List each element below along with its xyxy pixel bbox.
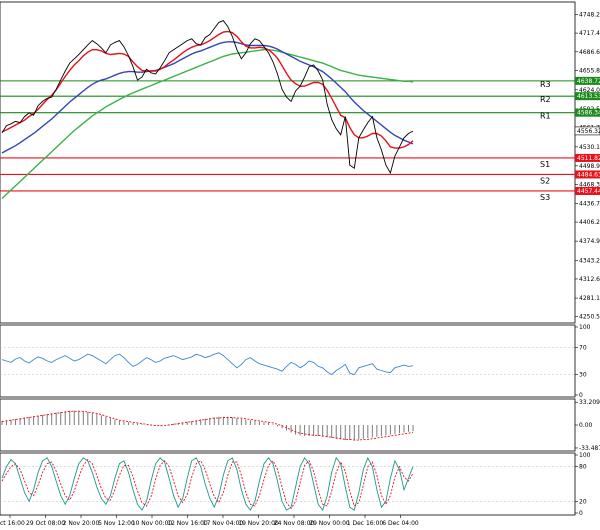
price-y-tick-label: 4436.70: [579, 201, 600, 208]
ma-green-line: [1, 49, 414, 200]
price-y-tick-label: 4374.90: [579, 238, 600, 245]
level-value-s1: 4511.82: [577, 155, 600, 162]
osc1-y-tick-label: 0: [579, 392, 583, 399]
chart-marks: 4748.204717.404686.604655.804624.004592.…: [0, 11, 600, 527]
osc2-signal-line: [1, 458, 414, 510]
x-tick-label: 12 Nov 16:00: [167, 520, 208, 527]
osc1-y-tick-label: 30: [579, 372, 587, 379]
x-tick-label: 10 Nov 00:00: [132, 520, 173, 527]
level-name-s2: S2: [540, 176, 550, 185]
osc2-panel-frame: [0, 452, 576, 516]
ma-blue-line: [1, 41, 414, 154]
x-tick-label: 1 Dec 16:00: [347, 520, 384, 527]
price-panel-frame: [0, 1, 576, 324]
price-y-tick-label: 4655.80: [579, 68, 600, 75]
level-tag-s3: [575, 186, 600, 195]
level-value-r2: 4613.53: [577, 93, 600, 100]
hist-panel-frame: [0, 398, 576, 452]
osc2-y-tick-label: 80: [579, 464, 587, 471]
x-tick-label: 29 Oct 08:00: [26, 520, 65, 527]
current-price-tag: [574, 126, 600, 136]
x-tick-label: 17 Nov 04:00: [203, 520, 244, 527]
price-y-tick-label: 4498.90: [579, 163, 600, 170]
level-name-r3: R3: [540, 80, 551, 89]
price-y-tick-label: 4530.10: [579, 144, 600, 151]
osc2-main-line: [1, 456, 414, 512]
price-line: [1, 20, 414, 175]
current-price-value: 4556.32: [577, 128, 600, 135]
level-tag-r3: [575, 76, 600, 85]
level-name-s3: S3: [540, 193, 550, 202]
osc2-y-tick-label: 20: [579, 498, 587, 505]
level-tag-s1: [575, 153, 600, 162]
x-tick-label: Oct 16:00: [0, 520, 25, 527]
price-y-tick-label: 4686.60: [579, 49, 600, 56]
price-y-tick-label: 4281.10: [579, 295, 600, 302]
osc2-y-tick-label: 100: [579, 452, 591, 459]
ma-red-line: [1, 30, 414, 149]
x-tick-label: 24 Nov 08:00: [274, 520, 315, 527]
x-tick-label: 5 Nov 12:00: [98, 520, 135, 527]
x-tick-label: 29 Nov 00:00: [309, 520, 350, 527]
osc2-y-tick-label: 0: [579, 510, 583, 517]
hist-y-tick-label: 33.209: [579, 399, 600, 406]
x-tick-label: 6 Dec 04:00: [382, 520, 419, 527]
level-value-s2: 4484.63: [577, 171, 600, 178]
price-y-tick-label: 4312.60: [579, 276, 600, 283]
osc1-y-tick-label: 70: [579, 344, 587, 351]
level-tag-s2: [575, 170, 600, 179]
price-y-tick-label: 4468.30: [579, 181, 600, 188]
hist-y-tick-label: 0.00: [579, 422, 593, 429]
osc1-y-tick-label: 100: [579, 324, 591, 331]
level-name-s1: S1: [540, 160, 550, 169]
price-y-tick-label: 4250.50: [579, 314, 600, 321]
x-tick-label: 2 Nov 20:00: [63, 520, 100, 527]
level-tag-r2: [575, 92, 600, 101]
level-value-s3: 4457.44: [577, 188, 600, 195]
level-name-r2: R2: [540, 95, 551, 104]
hist-y-tick-label: -33.487: [579, 445, 600, 452]
price-y-tick-label: 4748.20: [579, 11, 600, 18]
hist-signal-line: [1, 410, 414, 441]
level-value-r1: 4586.34: [577, 110, 600, 117]
price-y-tick-label: 4406.20: [579, 219, 600, 226]
price-y-tick-label: 4624.00: [579, 87, 600, 94]
x-tick-label: 19 Nov 20:00: [238, 520, 279, 527]
panel-frames: [0, 1, 576, 516]
price-y-tick-label: 4343.20: [579, 257, 600, 264]
level-value-r3: 4638.72: [577, 78, 600, 85]
osc1-panel-frame: [0, 324, 576, 398]
osc1-line: [1, 352, 414, 376]
level-name-r1: R1: [540, 112, 551, 121]
price-y-tick-label: 4717.40: [579, 30, 600, 37]
level-tag-r1: [575, 108, 600, 117]
